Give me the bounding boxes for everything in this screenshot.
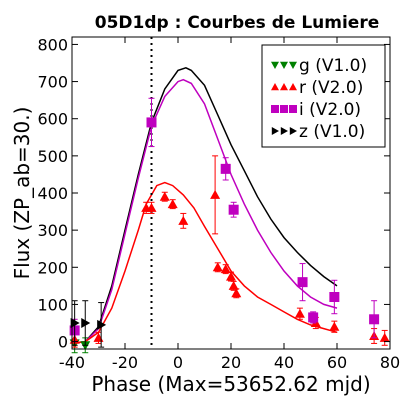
x-tick-label: -40 — [59, 353, 85, 372]
x-tick-label: 20 — [221, 353, 241, 372]
data-point-r — [231, 288, 242, 298]
legend-marker-i — [280, 105, 288, 113]
legend-label-z: z (V1.0) — [299, 122, 365, 142]
y-tick-label: 100 — [37, 295, 68, 314]
x-tick-label: 40 — [274, 353, 294, 372]
legend-label-i: i (V2.0) — [299, 100, 361, 120]
axis-ticks — [71, 37, 391, 349]
legend-marker-r — [271, 83, 279, 91]
data-point-r — [294, 308, 305, 318]
legend-marker-r — [280, 83, 288, 91]
fit-curves — [71, 66, 338, 345]
data-point-i — [220, 163, 231, 174]
data-point-r — [178, 215, 189, 225]
legend: g (V1.0)r (V2.0)i (V2.0)z (V1.0) — [261, 44, 386, 148]
legend-marker-g — [289, 61, 297, 69]
legend-marker-g — [271, 61, 279, 69]
fit-curve-z — [71, 66, 338, 345]
data-point-r — [146, 202, 157, 212]
data-point-z — [81, 318, 91, 328]
legend-marker-i — [271, 105, 279, 113]
data-point-z — [97, 319, 107, 330]
data-point-r — [167, 199, 178, 209]
data-point-r — [226, 271, 236, 281]
data-point-i — [228, 204, 239, 215]
x-tick-label: -20 — [112, 353, 138, 372]
data-point-i — [369, 314, 380, 325]
data-point-r — [159, 191, 170, 201]
legend-marker-z — [280, 127, 288, 135]
data-point-i — [329, 292, 340, 302]
legend-marker-g — [280, 61, 288, 69]
x-tick-labels: -40 -20 0 20 40 60 80 — [59, 353, 400, 372]
data-point-r — [210, 189, 221, 199]
y-tick-label: 0 — [58, 333, 68, 352]
data-point-z — [70, 318, 80, 328]
data-point-r — [228, 280, 239, 290]
x-tick-label: 80 — [380, 353, 400, 372]
x-axis-label: Phase (Max=53652.62 mjd) — [91, 372, 370, 396]
legend-marker-z — [289, 127, 297, 135]
data-point-r — [220, 264, 231, 274]
y-tick-label: 800 — [37, 35, 68, 54]
fit-curve-i — [71, 78, 338, 345]
x-tick-label: 60 — [327, 353, 347, 372]
y-tick-label: 500 — [37, 147, 68, 166]
data-point-i — [308, 312, 319, 323]
data-point-i — [297, 277, 308, 288]
fit-curve-r — [71, 181, 338, 345]
data-point-r — [212, 262, 223, 272]
legend-marker-z — [271, 127, 279, 135]
legend-marker-i — [289, 105, 297, 113]
data-points — [69, 97, 390, 354]
y-tick-label: 600 — [37, 110, 68, 129]
y-tick-label: 700 — [37, 73, 68, 92]
data-point-i — [146, 117, 157, 128]
y-tick-label: 200 — [37, 258, 68, 277]
y-axis-label: Flux (ZP_ab=30.) — [10, 107, 34, 280]
x-tick-label: 0 — [173, 353, 183, 372]
legend-items: g (V1.0)r (V2.0)i (V2.0)z (V1.0) — [271, 56, 367, 142]
data-point-r — [329, 321, 340, 331]
y-tick-labels: 0 100 200 300 400 500 600 700 800 — [37, 35, 68, 351]
legend-marker-r — [289, 83, 297, 91]
chart-title: 05D1dp : Courbes de Lumiere — [95, 13, 379, 33]
y-tick-label: 400 — [37, 184, 68, 203]
y-tick-label: 300 — [37, 221, 68, 240]
legend-label-r: r (V2.0) — [299, 78, 363, 98]
data-point-r — [379, 332, 390, 342]
legend-label-g: g (V1.0) — [299, 56, 367, 76]
